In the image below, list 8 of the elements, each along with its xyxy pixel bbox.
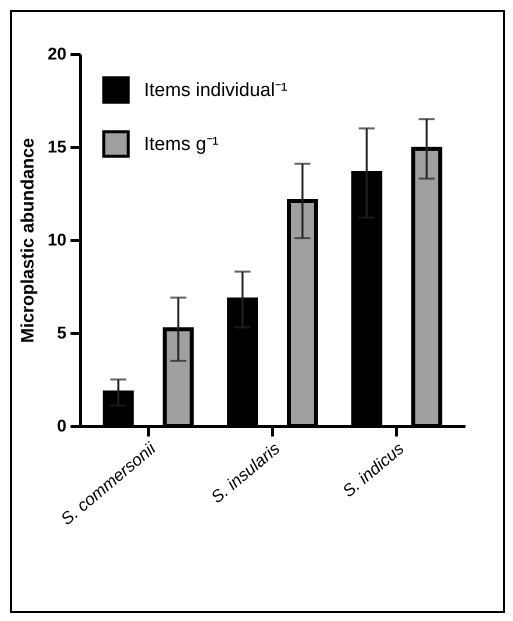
y-tick-label: 15 [48,138,66,156]
legend-label: Items g⁻¹ [144,134,219,155]
y-axis-title: Microplastic abundance [18,138,38,344]
y-tick-label: 5 [57,324,66,342]
y-tick-label: 20 [48,44,66,64]
y-tick-label: 0 [57,416,66,436]
y-tick-label: 10 [48,230,66,250]
legend-label: Items individual⁻¹ [144,80,288,101]
